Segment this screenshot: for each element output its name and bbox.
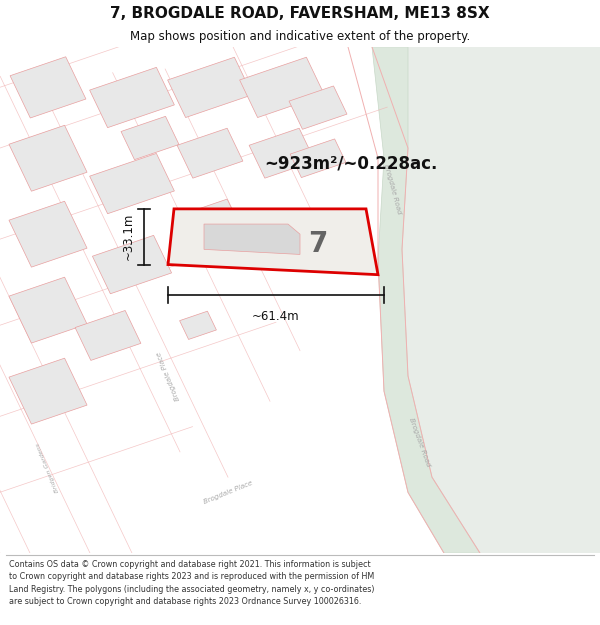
Polygon shape <box>204 224 300 254</box>
Polygon shape <box>121 116 179 159</box>
Polygon shape <box>167 58 253 118</box>
Polygon shape <box>249 128 315 178</box>
Text: Brogdale Place: Brogdale Place <box>203 480 253 505</box>
Polygon shape <box>9 358 87 424</box>
Text: Brogdale Place: Brogdale Place <box>155 351 181 401</box>
Polygon shape <box>168 209 378 275</box>
Text: Map shows position and indicative extent of the property.: Map shows position and indicative extent… <box>130 30 470 43</box>
Text: ~923m²/~0.228ac.: ~923m²/~0.228ac. <box>264 154 437 173</box>
Polygon shape <box>290 139 346 178</box>
Polygon shape <box>177 199 243 249</box>
Polygon shape <box>289 86 347 129</box>
Polygon shape <box>92 236 172 294</box>
Polygon shape <box>372 47 480 553</box>
Polygon shape <box>9 201 87 267</box>
Text: Contains OS data © Crown copyright and database right 2021. This information is : Contains OS data © Crown copyright and d… <box>9 560 374 606</box>
Polygon shape <box>9 125 87 191</box>
Polygon shape <box>75 311 141 361</box>
Text: 7: 7 <box>308 230 328 258</box>
Polygon shape <box>179 311 217 339</box>
Polygon shape <box>89 153 175 214</box>
Text: Brogdale Road: Brogdale Road <box>383 163 403 214</box>
Polygon shape <box>402 47 600 553</box>
Text: ~33.1m: ~33.1m <box>122 213 135 261</box>
Text: Bridgen Gardens: Bridgen Gardens <box>36 441 60 493</box>
Polygon shape <box>239 58 325 118</box>
Polygon shape <box>10 57 86 118</box>
Text: 7, BROGDALE ROAD, FAVERSHAM, ME13 8SX: 7, BROGDALE ROAD, FAVERSHAM, ME13 8SX <box>110 6 490 21</box>
Polygon shape <box>9 277 87 343</box>
Text: ~61.4m: ~61.4m <box>252 310 300 323</box>
Polygon shape <box>177 128 243 178</box>
Polygon shape <box>89 68 175 128</box>
Text: Brogdale Road: Brogdale Road <box>409 416 431 467</box>
